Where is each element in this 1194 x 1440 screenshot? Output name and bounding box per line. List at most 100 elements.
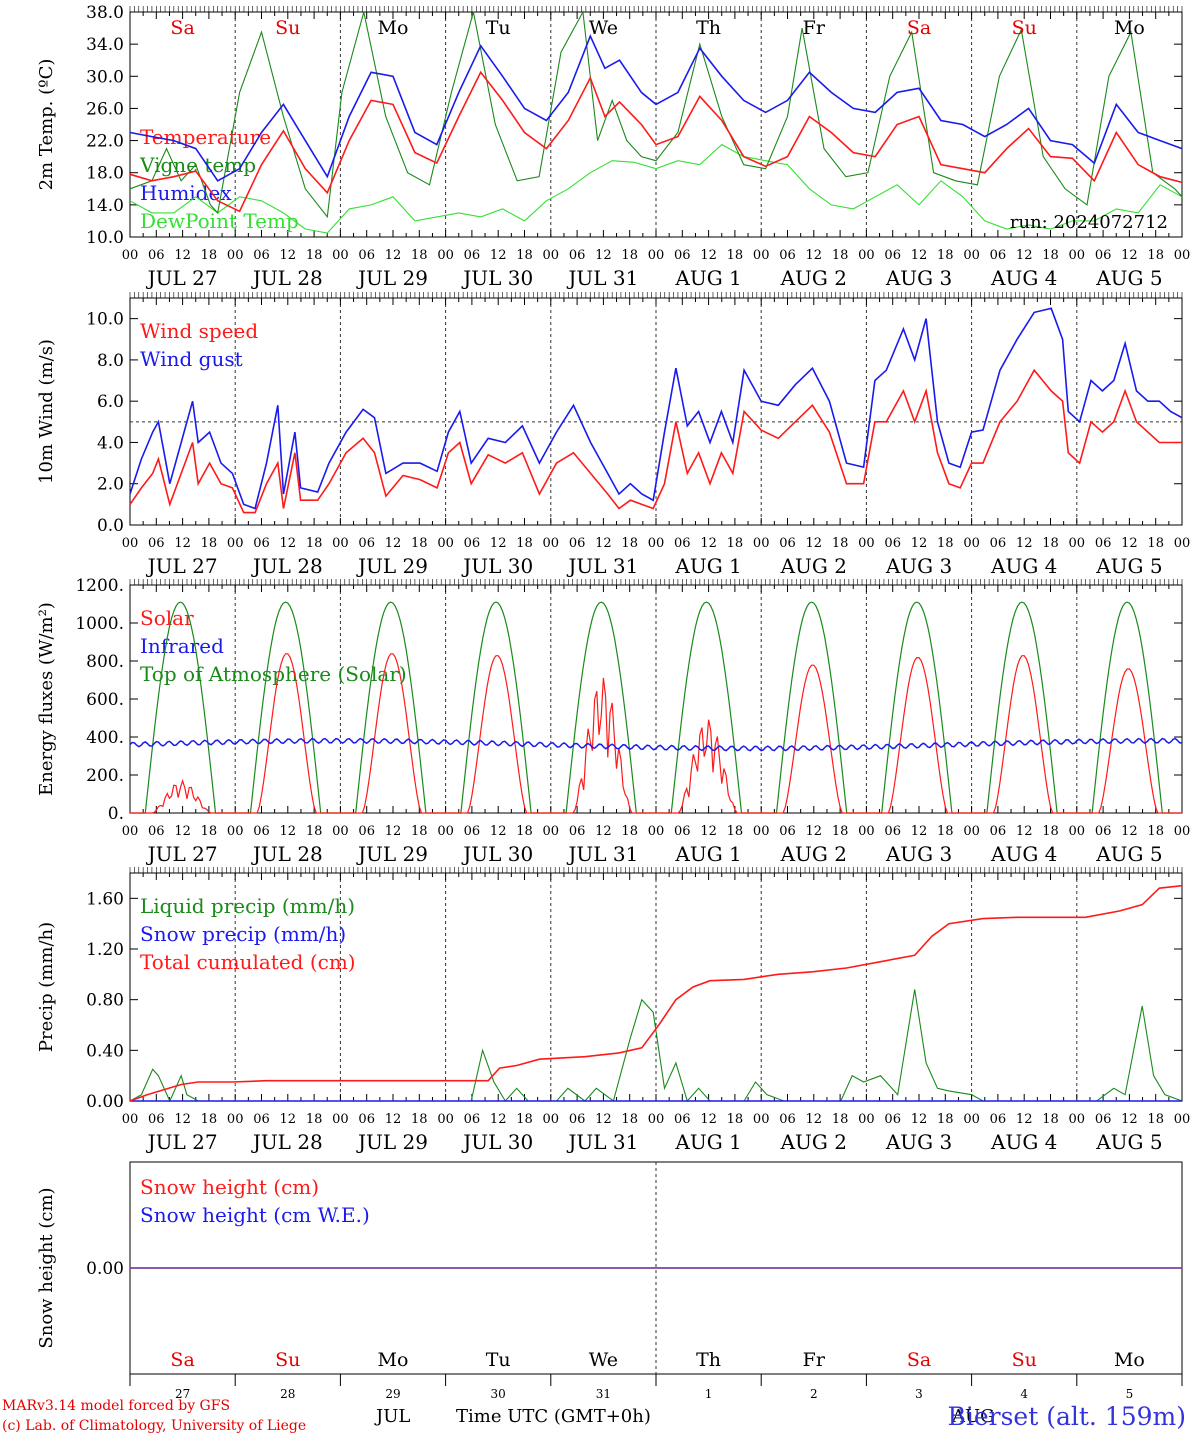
date-label: JUL 30 xyxy=(461,842,533,866)
day-of-week-label: Mo xyxy=(378,1349,409,1371)
day-number-label: 3 xyxy=(915,1387,923,1401)
legend-entry: Temperature xyxy=(140,125,271,149)
y-tick-label: 1000. xyxy=(75,614,124,634)
hour-tick-label: 00 xyxy=(1069,824,1086,839)
day-of-week-label: Th xyxy=(696,1349,721,1371)
date-label: AUG 5 xyxy=(1095,1130,1162,1154)
date-label: AUG 2 xyxy=(780,554,847,578)
day-number-label: 29 xyxy=(385,1387,400,1401)
day-number-label: 31 xyxy=(596,1387,611,1401)
day-of-week-label: Su xyxy=(1012,1349,1037,1371)
day-of-week-label: Su xyxy=(1012,17,1037,39)
hour-tick-label: 06 xyxy=(884,824,901,839)
y-tick-label: 400. xyxy=(86,728,124,748)
solar-series-line xyxy=(130,653,1182,814)
y-tick-label: 10.0 xyxy=(86,228,124,248)
y-tick-label: 0.0 xyxy=(97,516,124,536)
date-label: AUG 4 xyxy=(990,842,1057,866)
date-label: JUL 30 xyxy=(461,554,533,578)
y-tick-label: 0. xyxy=(108,804,124,824)
y-tick-label: 600. xyxy=(86,690,124,710)
date-label: AUG 4 xyxy=(990,1130,1057,1154)
hour-tick-label: 00 xyxy=(437,248,454,263)
hour-tick-label: 00 xyxy=(858,536,875,551)
hour-tick-label: 12 xyxy=(490,824,507,839)
series-line-blue xyxy=(129,34,1183,182)
y-tick-label: 6.0 xyxy=(97,392,124,412)
hour-tick-label: 12 xyxy=(700,248,717,263)
y-tick-label: 10.0 xyxy=(86,310,124,330)
hour-tick-label: 12 xyxy=(595,1112,612,1127)
date-label: AUG 4 xyxy=(990,554,1057,578)
hour-tick-label: 06 xyxy=(569,824,586,839)
date-label: AUG 2 xyxy=(780,1130,847,1154)
hour-tick-label: 18 xyxy=(621,1112,638,1127)
series-line-blue xyxy=(129,307,1183,510)
hour-tick-label: 00 xyxy=(963,536,980,551)
hour-tick-label: 18 xyxy=(201,536,218,551)
day-of-week-label: Th xyxy=(696,17,721,39)
day-of-week-label: Mo xyxy=(1114,17,1145,39)
y-axis-label: 10m Wind (m/s) xyxy=(36,339,57,484)
hour-tick-label: 18 xyxy=(306,824,323,839)
hour-tick-label: 12 xyxy=(280,248,297,263)
date-label: JUL 31 xyxy=(566,1130,638,1154)
hour-tick-label: 12 xyxy=(595,536,612,551)
day-of-week-label: Sa xyxy=(170,1349,194,1371)
hour-tick-label: 00 xyxy=(753,824,770,839)
hour-tick-label: 06 xyxy=(148,248,165,263)
hour-tick-label: 18 xyxy=(516,536,533,551)
hour-tick-label: 12 xyxy=(174,536,191,551)
hour-tick-label: 18 xyxy=(516,248,533,263)
y-tick-label: 30.0 xyxy=(86,67,124,87)
series-line-red xyxy=(129,368,1182,514)
hour-tick-label: 00 xyxy=(543,824,560,839)
hour-tick-label: 18 xyxy=(1147,536,1164,551)
hour-tick-label: 18 xyxy=(1042,536,1059,551)
day-number-label: 1 xyxy=(705,1387,713,1401)
date-label: JUL 30 xyxy=(461,266,533,290)
hour-tick-label: 06 xyxy=(253,536,270,551)
date-label: AUG 2 xyxy=(780,842,847,866)
hour-tick-label: 12 xyxy=(911,824,928,839)
day-of-week-label: We xyxy=(589,1349,618,1371)
hour-tick-label: 12 xyxy=(1016,1112,1033,1127)
date-label: JUL 28 xyxy=(251,554,323,578)
hour-tick-label: 06 xyxy=(884,1112,901,1127)
date-label: AUG 2 xyxy=(780,266,847,290)
hour-tick-label: 00 xyxy=(858,1112,875,1127)
hour-tick-label: 12 xyxy=(1121,248,1138,263)
date-label: JUL 31 xyxy=(566,554,638,578)
hour-tick-label: 18 xyxy=(306,248,323,263)
hour-tick-label: 12 xyxy=(806,536,823,551)
hour-tick-label: 12 xyxy=(385,536,402,551)
hour-tick-label: 06 xyxy=(1095,824,1112,839)
hour-tick-label: 18 xyxy=(937,248,954,263)
hour-tick-label: 12 xyxy=(1016,536,1033,551)
date-label: JUL 31 xyxy=(566,266,638,290)
hour-tick-label: 00 xyxy=(1069,248,1086,263)
hour-tick-label: 18 xyxy=(1147,248,1164,263)
hour-tick-label: 06 xyxy=(464,824,481,839)
hour-tick-label: 00 xyxy=(227,536,244,551)
day-of-week-label: Tu xyxy=(486,17,511,39)
hour-tick-label: 00 xyxy=(332,536,349,551)
hour-tick-label: 00 xyxy=(332,1112,349,1127)
hour-tick-label: 12 xyxy=(490,1112,507,1127)
y-tick-label: 800. xyxy=(86,652,124,672)
hour-tick-label: 00 xyxy=(1069,536,1086,551)
hour-tick-label: 06 xyxy=(990,536,1007,551)
hour-tick-label: 06 xyxy=(358,1112,375,1127)
hour-tick-label: 06 xyxy=(884,248,901,263)
hour-tick-label: 12 xyxy=(1121,824,1138,839)
date-label: AUG 3 xyxy=(885,554,952,578)
y-tick-label: 1.20 xyxy=(86,940,124,960)
hour-tick-label: 12 xyxy=(280,824,297,839)
hour-tick-label: 06 xyxy=(779,1112,796,1127)
date-label: AUG 3 xyxy=(885,1130,952,1154)
hour-tick-label: 18 xyxy=(621,824,638,839)
y-axis-label: Snow height (cm) xyxy=(36,1187,57,1348)
date-label: JUL 28 xyxy=(251,1130,323,1154)
hour-tick-label: 00 xyxy=(122,1112,139,1127)
date-label: JUL 27 xyxy=(146,266,218,290)
